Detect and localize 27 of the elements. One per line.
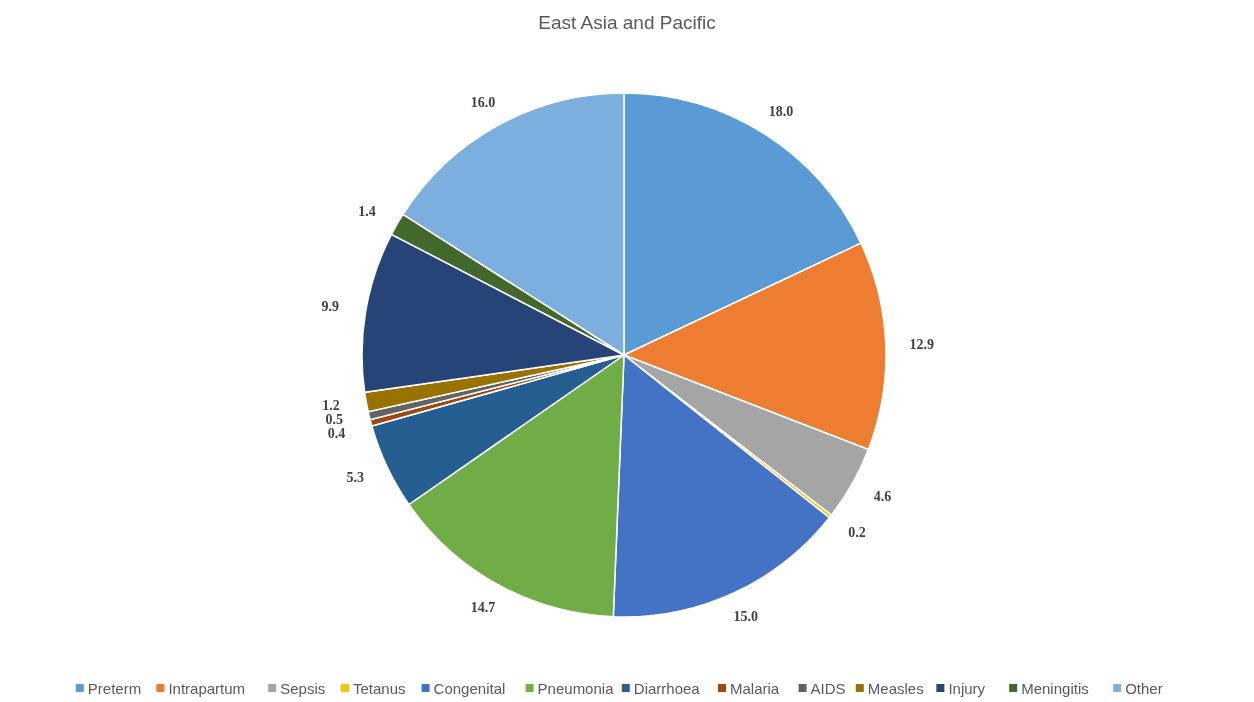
legend-label: Diarrhoea — [633, 679, 701, 697]
data-label: 5.3 — [346, 470, 365, 486]
legend-label: Pneumonia — [537, 679, 615, 697]
legend-label: Meningitis — [1021, 679, 1089, 697]
legend-label: Sepsis — [280, 679, 326, 697]
data-label: 16.0 — [470, 95, 496, 111]
data-label: 1.4 — [358, 203, 376, 219]
chart-title: East Asia and Pacific — [538, 11, 716, 33]
data-label: 0.2 — [848, 524, 866, 540]
legend-label: Injury — [948, 679, 986, 697]
legend-label: Other — [1125, 679, 1163, 697]
legend-label: Preterm — [87, 679, 142, 697]
data-label: 9.9 — [321, 299, 340, 315]
legend-label: Intrapartum — [168, 679, 246, 697]
data-label: 15.0 — [733, 609, 759, 625]
legend-label: Measles — [867, 679, 924, 697]
data-label: 1.2 — [322, 397, 340, 413]
data-label: 14.7 — [470, 599, 496, 615]
legend-label: Congenital — [433, 679, 506, 697]
data-label: 18.0 — [768, 104, 794, 120]
data-label: 12.9 — [909, 337, 935, 353]
data-label: 0.5 — [325, 411, 344, 427]
legend-label: Malaria — [730, 679, 780, 697]
legend-label: Tetanus — [353, 679, 406, 697]
data-label: 0.4 — [327, 425, 346, 441]
legend-label: AIDS — [810, 679, 846, 697]
data-label: 4.6 — [873, 488, 892, 504]
